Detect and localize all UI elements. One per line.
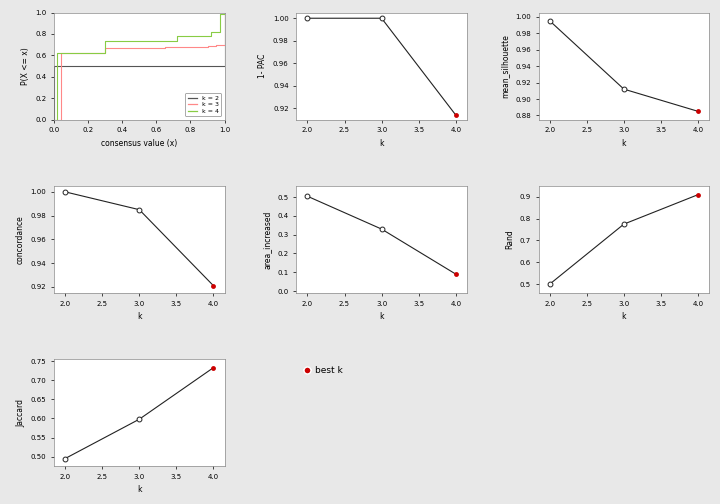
Y-axis label: P(X <= x): P(X <= x) bbox=[21, 47, 30, 85]
Y-axis label: concordance: concordance bbox=[16, 215, 25, 264]
X-axis label: k: k bbox=[621, 139, 626, 148]
X-axis label: k: k bbox=[379, 139, 384, 148]
Y-axis label: Rand: Rand bbox=[505, 229, 514, 249]
X-axis label: consensus value (x): consensus value (x) bbox=[102, 139, 177, 148]
Y-axis label: area_increased: area_increased bbox=[263, 210, 272, 269]
X-axis label: k: k bbox=[621, 312, 626, 321]
Y-axis label: mean_silhouette: mean_silhouette bbox=[500, 34, 510, 98]
Y-axis label: Jaccard: Jaccard bbox=[16, 399, 25, 427]
Legend: best k: best k bbox=[301, 364, 346, 378]
X-axis label: k: k bbox=[137, 312, 142, 321]
Y-axis label: 1- PAC: 1- PAC bbox=[258, 54, 267, 78]
Legend: k = 2, k = 3, k = 4: k = 2, k = 3, k = 4 bbox=[185, 93, 222, 116]
X-axis label: k: k bbox=[137, 485, 142, 494]
X-axis label: k: k bbox=[379, 312, 384, 321]
